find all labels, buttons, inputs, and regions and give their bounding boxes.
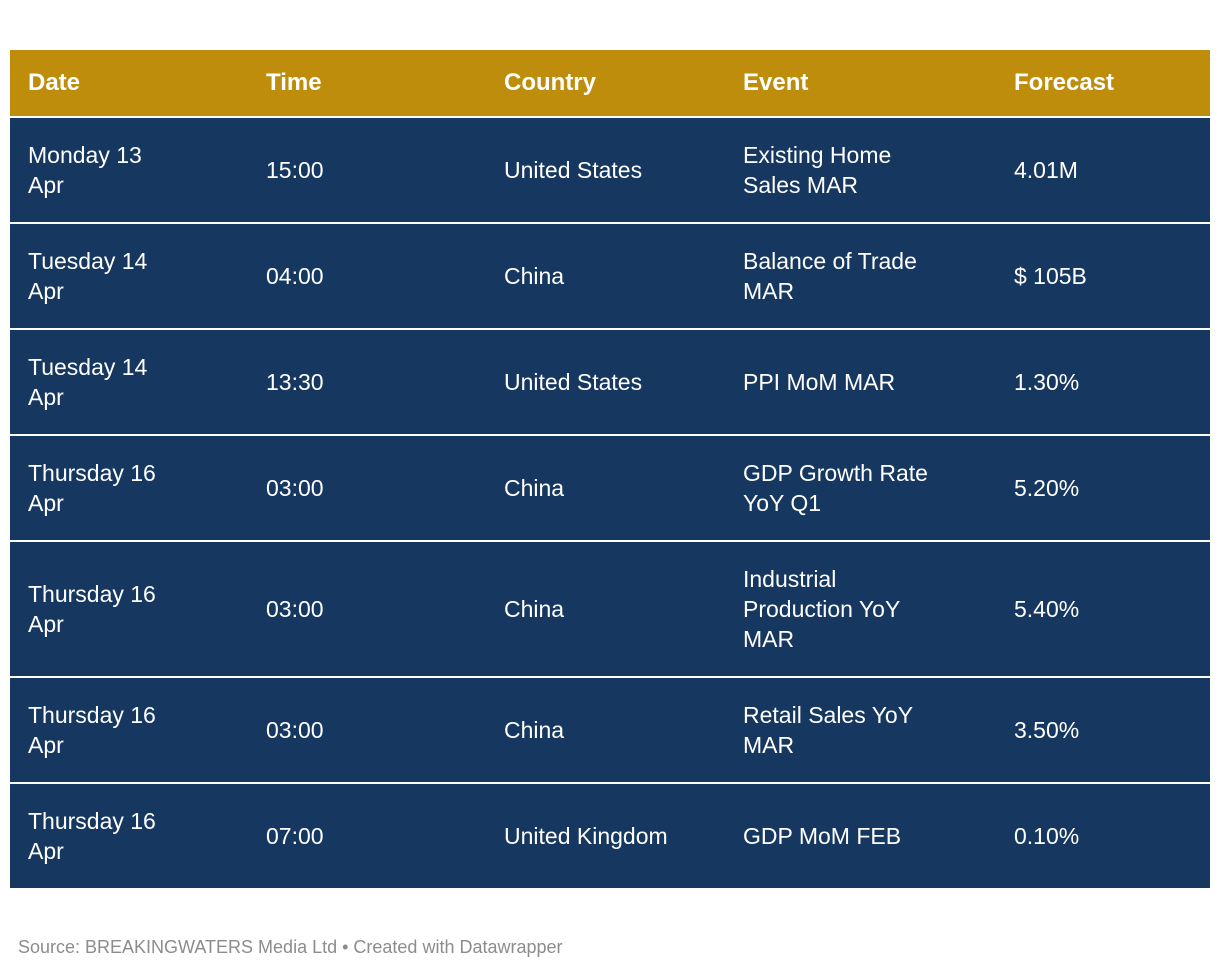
time-cell: 15:00 <box>248 118 486 224</box>
forecast-text: 5.20% <box>1014 475 1080 501</box>
country-text: China <box>504 475 565 501</box>
time-cell: 03:00 <box>248 436 486 542</box>
time-text: 07:00 <box>266 823 324 849</box>
date-text: Thursday 16 Apr <box>28 808 156 864</box>
economic-calendar-table: Date Time Country Event Forecast Monday … <box>10 50 1210 890</box>
table-row: Monday 13 Apr 15:00 United States Existi… <box>10 118 1210 224</box>
date-text: Thursday 16 Apr <box>28 702 156 758</box>
time-cell: 04:00 <box>248 224 486 330</box>
date-cell: Tuesday 14 Apr <box>10 330 248 436</box>
header-row: Date Time Country Event Forecast <box>10 50 1210 118</box>
date-cell: Thursday 16 Apr <box>10 784 248 890</box>
date-cell: Tuesday 14 Apr <box>10 224 248 330</box>
event-text: PPI MoM MAR <box>743 369 896 395</box>
country-text: United States <box>504 157 643 183</box>
event-cell: Existing Home Sales MAR <box>725 118 996 224</box>
source-attribution: Source: BREAKINGWATERS Media Ltd • Creat… <box>18 937 563 957</box>
table-container: Date Time Country Event Forecast Monday … <box>10 50 1210 890</box>
date-text: Tuesday 14 Apr <box>28 354 148 410</box>
event-cell: Balance of Trade MAR <box>725 224 996 330</box>
time-cell: 03:00 <box>248 542 486 678</box>
event-text: Balance of Trade MAR <box>743 248 917 304</box>
country-cell: China <box>486 678 725 784</box>
date-cell: Thursday 16 Apr <box>10 542 248 678</box>
time-text: 03:00 <box>266 596 324 622</box>
forecast-text: 5.40% <box>1014 596 1080 622</box>
event-cell: Industrial Production YoY MAR <box>725 542 996 678</box>
event-text: GDP MoM FEB <box>743 823 902 849</box>
event-text: Existing Home Sales MAR <box>743 142 892 198</box>
table-row: Thursday 16 Apr 03:00 China Retail Sales… <box>10 678 1210 784</box>
time-text: 15:00 <box>266 157 324 183</box>
time-text: 04:00 <box>266 263 324 289</box>
forecast-text: 1.30% <box>1014 369 1080 395</box>
column-header-country: Country <box>486 50 725 118</box>
date-text: Thursday 16 Apr <box>28 460 156 516</box>
country-cell: United States <box>486 330 725 436</box>
date-text: Tuesday 14 Apr <box>28 248 148 304</box>
time-cell: 07:00 <box>248 784 486 890</box>
country-cell: United States <box>486 118 725 224</box>
time-text: 13:30 <box>266 369 324 395</box>
table-row: Thursday 16 Apr 03:00 China GDP Growth R… <box>10 436 1210 542</box>
country-text: China <box>504 263 565 289</box>
event-text: Retail Sales YoY MAR <box>743 702 913 758</box>
forecast-text: 3.50% <box>1014 717 1080 743</box>
country-text: China <box>504 717 565 743</box>
forecast-cell: 1.30% <box>996 330 1210 436</box>
country-text: United Kingdom <box>504 823 668 849</box>
column-header-time: Time <box>248 50 486 118</box>
event-text: GDP Growth Rate YoY Q1 <box>743 460 928 516</box>
event-cell: GDP Growth Rate YoY Q1 <box>725 436 996 542</box>
column-header-event: Event <box>725 50 996 118</box>
column-header-date: Date <box>10 50 248 118</box>
table-row: Tuesday 14 Apr 04:00 China Balance of Tr… <box>10 224 1210 330</box>
forecast-cell: 0.10% <box>996 784 1210 890</box>
forecast-cell: 3.50% <box>996 678 1210 784</box>
date-text: Thursday 16 Apr <box>28 581 156 637</box>
event-cell: GDP MoM FEB <box>725 784 996 890</box>
time-text: 03:00 <box>266 475 324 501</box>
forecast-text: 0.10% <box>1014 823 1080 849</box>
country-cell: China <box>486 224 725 330</box>
forecast-text: 4.01M <box>1014 157 1078 183</box>
country-cell: China <box>486 436 725 542</box>
forecast-text: $ 105B <box>1014 263 1087 289</box>
table-row: Tuesday 14 Apr 13:30 United States PPI M… <box>10 330 1210 436</box>
column-header-forecast: Forecast <box>996 50 1210 118</box>
date-cell: Thursday 16 Apr <box>10 678 248 784</box>
date-cell: Thursday 16 Apr <box>10 436 248 542</box>
event-cell: PPI MoM MAR <box>725 330 996 436</box>
table-row: Thursday 16 Apr 07:00 United Kingdom GDP… <box>10 784 1210 890</box>
time-text: 03:00 <box>266 717 324 743</box>
forecast-cell: 4.01M <box>996 118 1210 224</box>
table-row: Thursday 16 Apr 03:00 China Industrial P… <box>10 542 1210 678</box>
time-cell: 13:30 <box>248 330 486 436</box>
table-body: Monday 13 Apr 15:00 United States Existi… <box>10 118 1210 890</box>
forecast-cell: 5.40% <box>996 542 1210 678</box>
country-cell: United Kingdom <box>486 784 725 890</box>
table-header: Date Time Country Event Forecast <box>10 50 1210 118</box>
country-cell: China <box>486 542 725 678</box>
forecast-cell: $ 105B <box>996 224 1210 330</box>
country-text: United States <box>504 369 643 395</box>
country-text: China <box>504 596 565 622</box>
date-text: Monday 13 Apr <box>28 142 142 198</box>
forecast-cell: 5.20% <box>996 436 1210 542</box>
time-cell: 03:00 <box>248 678 486 784</box>
event-cell: Retail Sales YoY MAR <box>725 678 996 784</box>
date-cell: Monday 13 Apr <box>10 118 248 224</box>
event-text: Industrial Production YoY MAR <box>743 566 900 652</box>
